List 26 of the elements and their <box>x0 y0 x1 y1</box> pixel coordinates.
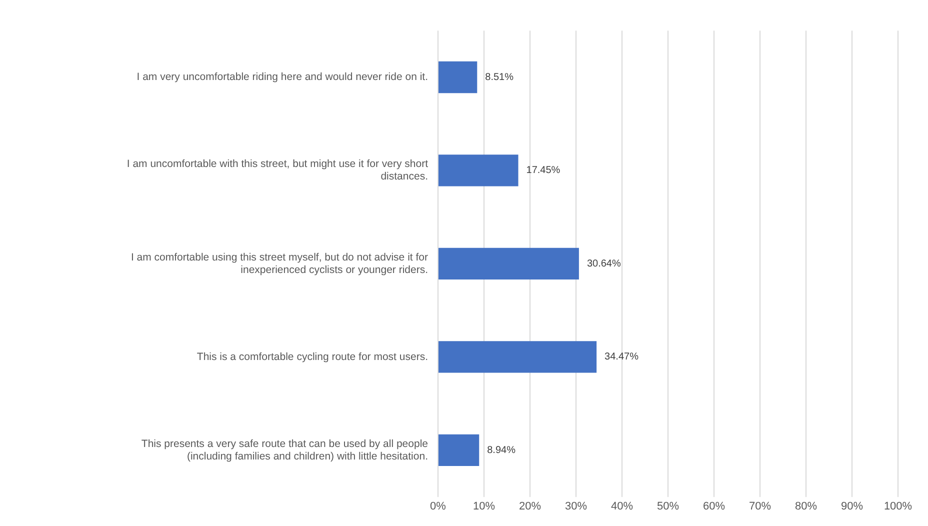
bar <box>438 154 518 186</box>
x-tick-label: 60% <box>702 500 726 512</box>
y-tick-label: This is a comfortable cycling route for most users. <box>196 350 428 363</box>
x-tick-label: 90% <box>840 500 864 512</box>
y-tick-label: I am comfortable using this street myself, but do not advise it for inexperienced cyclists or younger riders. <box>130 251 428 276</box>
data-label: 8.51% <box>485 72 514 83</box>
data-label: 34.47% <box>604 352 639 363</box>
bar <box>438 341 597 373</box>
x-tick-label: 20% <box>518 500 542 512</box>
bar <box>438 434 480 466</box>
y-tick-label: I am very uncomfortable riding here and would never ride on it. <box>136 71 428 84</box>
x-tick-label: 10% <box>472 500 496 512</box>
data-label: 17.45% <box>526 165 560 176</box>
x-tick-label: 80% <box>794 500 818 512</box>
y-tick-label: This presents a very safe route that can be used by all people (including families and children) with little hesitation. <box>141 438 428 462</box>
x-tick-label: 30% <box>564 500 588 512</box>
bar <box>438 248 579 280</box>
y-tick-label: I am uncomfortable with this street, but might use it for very short distances. <box>126 158 428 183</box>
data-label: 30.64% <box>586 258 621 270</box>
x-tick-label: 100% <box>884 500 912 512</box>
data-label: 8.94% <box>487 444 516 456</box>
x-tick-label: 50% <box>656 500 680 512</box>
bar <box>438 61 478 94</box>
x-tick-label: 70% <box>748 500 772 512</box>
x-tick-label: 0% <box>430 500 446 512</box>
x-tick-label: 40% <box>610 500 634 512</box>
